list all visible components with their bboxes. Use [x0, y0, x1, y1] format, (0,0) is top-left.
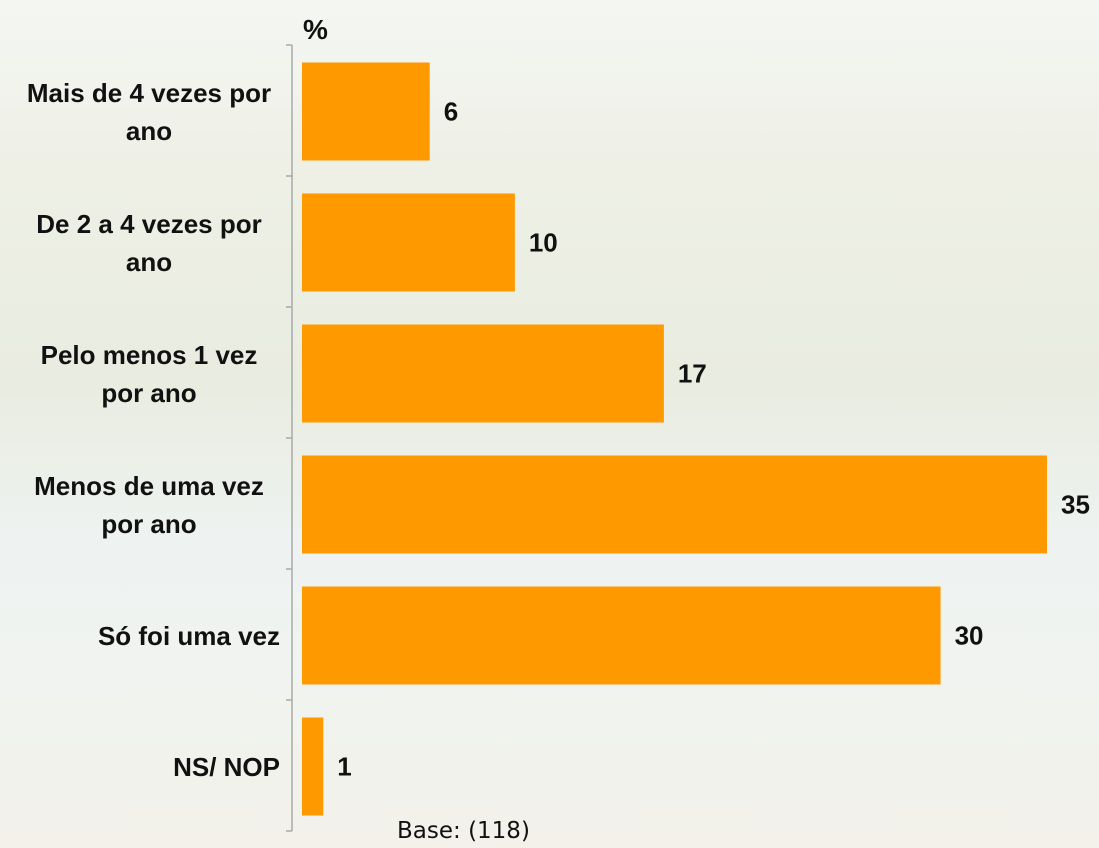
- axis-label: %: [303, 14, 328, 45]
- bar: [302, 62, 430, 161]
- bar: [302, 193, 515, 292]
- value-label: 30: [954, 620, 984, 650]
- category-text: Só foi uma vez: [97, 620, 280, 651]
- value-label: 35: [1061, 489, 1090, 519]
- category-label: Só foi uma vez: [10, 617, 280, 655]
- category-text: De 2 a 4 vezes por ano: [36, 208, 262, 277]
- bar: [302, 455, 1047, 554]
- category-text: NS/ NOP: [173, 751, 280, 782]
- value-label: 1: [337, 751, 352, 781]
- annotation: Base: (118): [397, 818, 530, 844]
- value-label: 6: [443, 96, 459, 126]
- category-label: Menos de uma vez por ano: [10, 467, 280, 543]
- category-label: Mais de 4 vezes por ano: [10, 74, 280, 150]
- category-text: Pelo menos 1 vez por ano: [40, 339, 258, 408]
- category-label: NS/ NOP: [10, 748, 280, 786]
- bar: [302, 717, 324, 816]
- category-text: Menos de uma vez por ano: [34, 470, 264, 539]
- bar: [302, 324, 664, 423]
- category-label: Pelo menos 1 vez por ano: [10, 336, 280, 412]
- category-text: Mais de 4 vezes por ano: [26, 77, 272, 146]
- value-label: 10: [528, 227, 558, 257]
- category-label: De 2 a 4 vezes por ano: [10, 205, 280, 281]
- value-label: 17: [677, 358, 707, 388]
- bar: [302, 586, 941, 685]
